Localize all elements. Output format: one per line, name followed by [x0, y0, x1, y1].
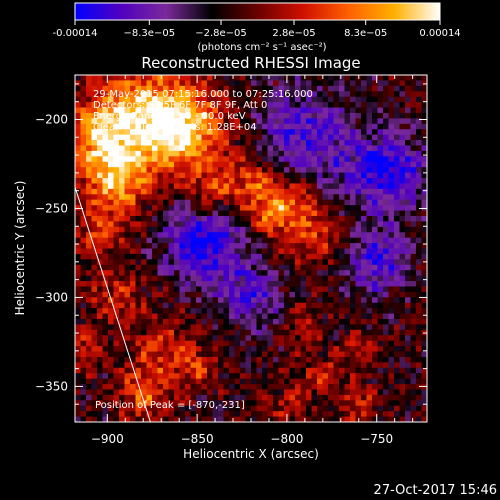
solar-limb-line — [75, 186, 151, 422]
footer-timestamp: 27-Oct-2017 15:46 — [374, 483, 497, 498]
colorbar-tick-label: −8.3e−05 — [124, 28, 176, 39]
x-tick-label: −900 — [91, 432, 124, 446]
y-tick-label: −250 — [35, 201, 68, 215]
colorbar-ticks: -0.00014 −8.3e−05 −2.8e−05 2.8e−05 8.3e−05 0.… — [53, 20, 461, 39]
heatmap-area — [75, 75, 427, 422]
annotation-clean-counts: Clean Total counts: 1.28E+04 — [93, 122, 257, 133]
peak-position-label: Position of Peak = [-870,-231] — [95, 400, 245, 411]
y-axis-label: Heliocentric Y (arcsec) — [13, 181, 27, 316]
annotation-detectors: Detectors: 3F 5F 6F 7F 8F 9F, Att 0 — [93, 100, 267, 111]
x-tick-label: −850 — [181, 432, 214, 446]
chart-title: Reconstructed RHESSI Image — [141, 54, 360, 72]
annotation-energy-range: Energy Range: 25.0 - 50.0 keV — [93, 111, 246, 122]
colorbar-tick-label: −2.8e−05 — [195, 28, 247, 39]
y-tick-label: −300 — [35, 290, 68, 304]
colorbar-tick-label: -0.00014 — [53, 28, 98, 39]
annotation-time-range: 29-May-2015 07:15:16.000 to 07:25:16.000 — [93, 89, 313, 100]
axes-ticks: −900 −850 −800 −750 −200 −250 −300 −350 — [35, 75, 427, 446]
colorbar-tick-label: 0.00014 — [419, 28, 460, 39]
colorbar-tick-label: 2.8e−05 — [272, 28, 315, 39]
observation-annotations: 29-May-2015 07:15:16.000 to 07:25:16.000… — [93, 89, 313, 411]
y-tick-label: −350 — [35, 379, 68, 393]
colorbar — [74, 2, 441, 21]
x-tick-label: −800 — [270, 432, 303, 446]
x-tick-label: −750 — [360, 432, 393, 446]
y-tick-label: −200 — [35, 112, 68, 126]
x-axis-label: Heliocentric X (arcsec) — [183, 447, 319, 461]
colorbar-unit-label: (photons cm⁻² s⁻¹ asec⁻²) — [197, 42, 326, 53]
colorbar-tick-label: 8.3e−05 — [344, 28, 387, 39]
